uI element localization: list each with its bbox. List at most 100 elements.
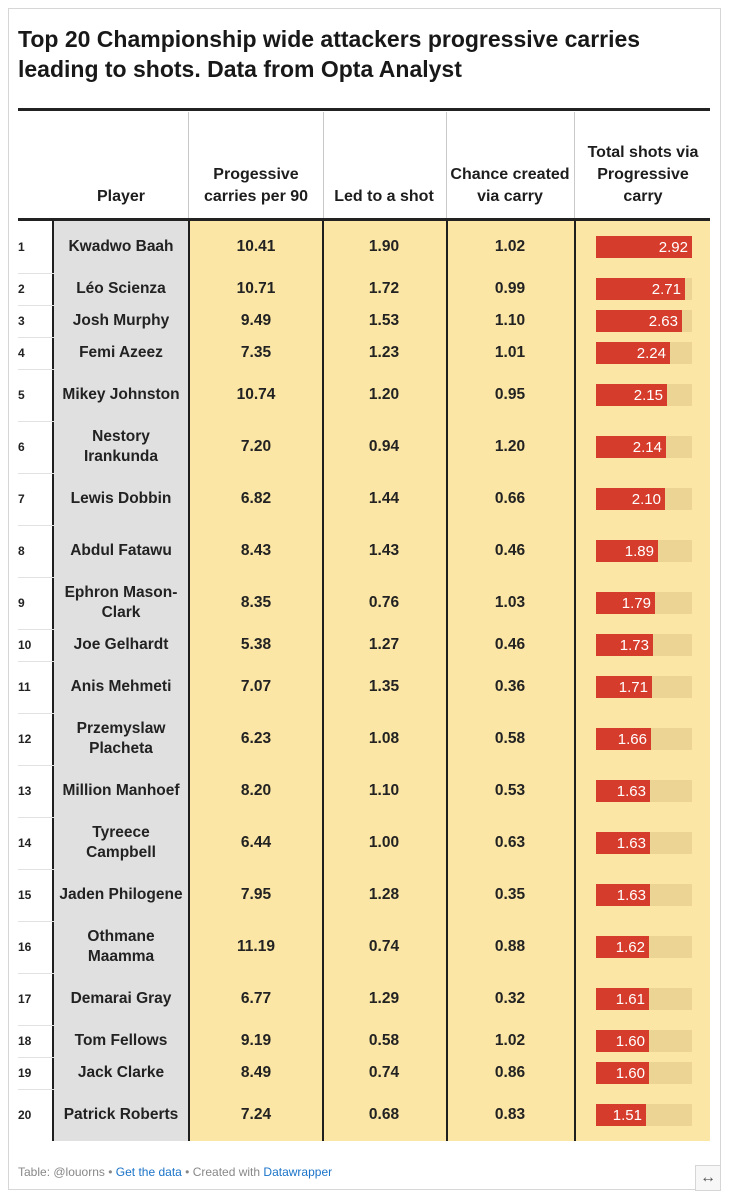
total-shots-bar: 1.89 — [596, 540, 658, 562]
led-value: 1.35 — [368, 678, 400, 695]
player-column-bg — [54, 221, 188, 1141]
led-value: 0.74 — [368, 938, 400, 955]
chance-value: 0.46 — [494, 636, 526, 653]
expand-arrows-icon[interactable]: ↔ — [695, 1165, 721, 1191]
carries-value: 6.77 — [240, 990, 272, 1007]
led-value: 0.94 — [368, 438, 400, 455]
total-shots-bar: 1.63 — [596, 832, 650, 854]
total-shots-bar: 1.60 — [596, 1030, 649, 1052]
chance-value: 0.63 — [494, 834, 526, 851]
led-value: 0.76 — [368, 594, 400, 611]
player-name: Othmane Maamma — [87, 928, 155, 965]
header-carries: Progessive carries per 90 — [203, 166, 309, 205]
header-bottom-rule — [18, 218, 710, 221]
led-value: 1.72 — [368, 280, 400, 297]
get-the-data-link[interactable]: Get the data — [115, 1165, 182, 1179]
player-name: Lewis Dobbin — [70, 490, 172, 507]
highlight-column-bg — [323, 221, 446, 1141]
player-name: Ephron Mason-Clark — [64, 584, 178, 621]
footer-separator: • — [104, 1165, 116, 1179]
row-divider — [18, 1089, 54, 1090]
column-separator — [322, 221, 324, 1141]
row-divider — [18, 629, 54, 630]
chance-value: 0.83 — [494, 1106, 526, 1123]
carries-value: 8.20 — [240, 782, 272, 799]
carries-value: 7.35 — [240, 344, 272, 361]
led-value: 1.10 — [368, 782, 400, 799]
rank-cell: 11 — [18, 680, 31, 694]
carries-value: 8.43 — [240, 542, 272, 559]
total-shots-bar: 1.63 — [596, 780, 650, 802]
total-shots-bar: 1.62 — [596, 936, 649, 958]
player-name: Mikey Johnston — [62, 386, 180, 403]
row-divider — [18, 1025, 54, 1026]
row-divider — [18, 273, 54, 274]
row-divider — [18, 661, 54, 662]
header-top-rule — [18, 108, 710, 111]
chance-value: 1.03 — [494, 594, 526, 611]
chance-value: 1.20 — [494, 438, 526, 455]
row-divider — [18, 765, 54, 766]
carries-value: 10.41 — [236, 238, 276, 255]
carries-value: 7.95 — [240, 886, 272, 903]
rank-cell: 8 — [18, 544, 25, 558]
total-shots-bar: 1.79 — [596, 592, 655, 614]
chance-value: 0.99 — [494, 280, 526, 297]
total-shots-bar: 2.24 — [596, 342, 670, 364]
column-separator — [188, 221, 190, 1141]
row-divider — [18, 473, 54, 474]
player-name: Nestory Irankunda — [83, 428, 159, 465]
player-name: Abdul Fatawu — [70, 542, 172, 559]
rank-cell: 9 — [18, 596, 25, 610]
carries-value: 5.38 — [240, 636, 272, 653]
carries-value: 6.23 — [240, 730, 272, 747]
header-separator — [188, 112, 189, 218]
chance-value: 0.66 — [494, 490, 526, 507]
player-name: Patrick Roberts — [63, 1106, 179, 1123]
row-divider — [18, 713, 54, 714]
chance-value: 0.53 — [494, 782, 526, 799]
total-shots-bar: 2.10 — [596, 488, 665, 510]
chance-value: 0.36 — [494, 678, 526, 695]
row-divider — [18, 1057, 54, 1058]
player-name: Kwadwo Baah — [68, 238, 174, 255]
led-value: 1.23 — [368, 344, 400, 361]
datawrapper-link[interactable]: Datawrapper — [263, 1165, 333, 1179]
led-value: 1.20 — [368, 386, 400, 403]
chance-value: 0.86 — [494, 1064, 526, 1081]
rank-cell: 4 — [18, 346, 25, 360]
total-shots-bar: 1.73 — [596, 634, 653, 656]
chance-value: 0.35 — [494, 886, 526, 903]
total-shots-bar: 2.63 — [596, 310, 682, 332]
rank-cell: 16 — [18, 940, 32, 954]
chance-value: 1.02 — [494, 238, 526, 255]
row-divider — [18, 577, 54, 578]
carries-value: 7.24 — [240, 1106, 272, 1123]
led-value: 1.29 — [368, 990, 400, 1007]
column-separator — [446, 221, 448, 1141]
rank-cell: 20 — [18, 1108, 32, 1122]
column-separator — [574, 221, 576, 1141]
chance-value: 1.01 — [494, 344, 526, 361]
led-value: 1.53 — [368, 312, 400, 329]
total-shots-bar: 2.71 — [596, 278, 685, 300]
rank-cell: 7 — [18, 492, 25, 506]
carries-value: 7.20 — [240, 438, 272, 455]
chance-value: 0.95 — [494, 386, 526, 403]
highlight-column-bg — [446, 221, 574, 1141]
player-name: Jaden Philogene — [59, 886, 183, 903]
rank-cell: 15 — [18, 888, 32, 902]
rank-cell: 13 — [18, 784, 32, 798]
carries-value: 7.07 — [240, 678, 272, 695]
chance-value: 1.02 — [494, 1032, 526, 1049]
rank-cell: 14 — [18, 836, 32, 850]
rank-cell: 6 — [18, 440, 25, 454]
total-shots-bar: 1.60 — [596, 1062, 649, 1084]
rank-cell: 3 — [18, 314, 25, 328]
row-divider — [18, 817, 54, 818]
header-separator — [323, 112, 324, 218]
led-value: 0.74 — [368, 1064, 400, 1081]
led-value: 1.27 — [368, 636, 400, 653]
total-shots-bar: 1.63 — [596, 884, 650, 906]
rank-cell: 19 — [18, 1066, 32, 1080]
